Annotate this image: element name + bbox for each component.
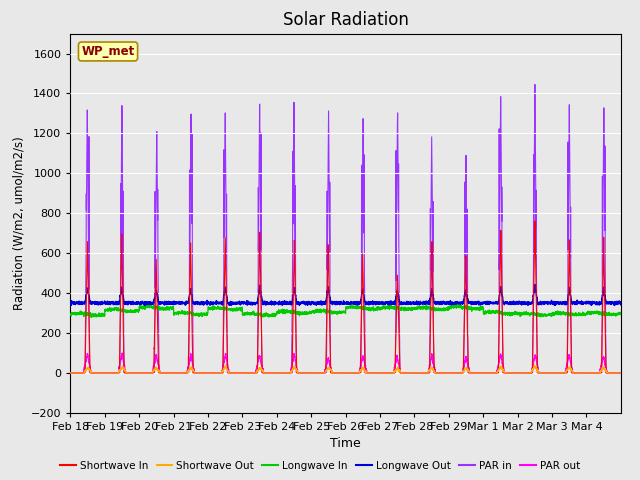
Text: WP_met: WP_met: [81, 45, 134, 58]
Title: Solar Radiation: Solar Radiation: [283, 11, 408, 29]
X-axis label: Time: Time: [330, 437, 361, 450]
Y-axis label: Radiation (W/m2, umol/m2/s): Radiation (W/m2, umol/m2/s): [12, 136, 26, 310]
Legend: Shortwave In, Shortwave Out, Longwave In, Longwave Out, PAR in, PAR out: Shortwave In, Shortwave Out, Longwave In…: [56, 456, 584, 475]
